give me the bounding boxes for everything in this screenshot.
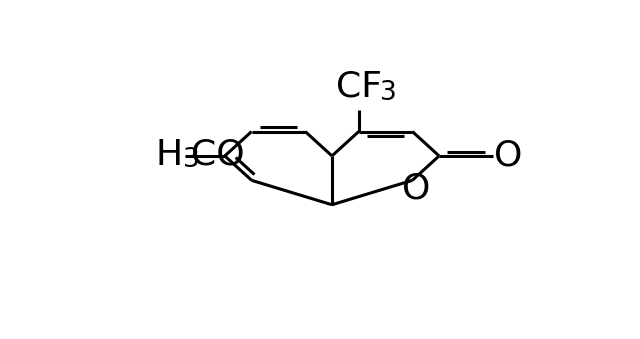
Text: 3: 3 xyxy=(380,80,397,106)
Text: O: O xyxy=(402,171,431,205)
Text: CO: CO xyxy=(191,138,244,172)
Text: CF: CF xyxy=(336,70,381,104)
Text: H: H xyxy=(155,138,182,172)
Text: O: O xyxy=(494,139,523,173)
Text: 3: 3 xyxy=(182,147,200,173)
